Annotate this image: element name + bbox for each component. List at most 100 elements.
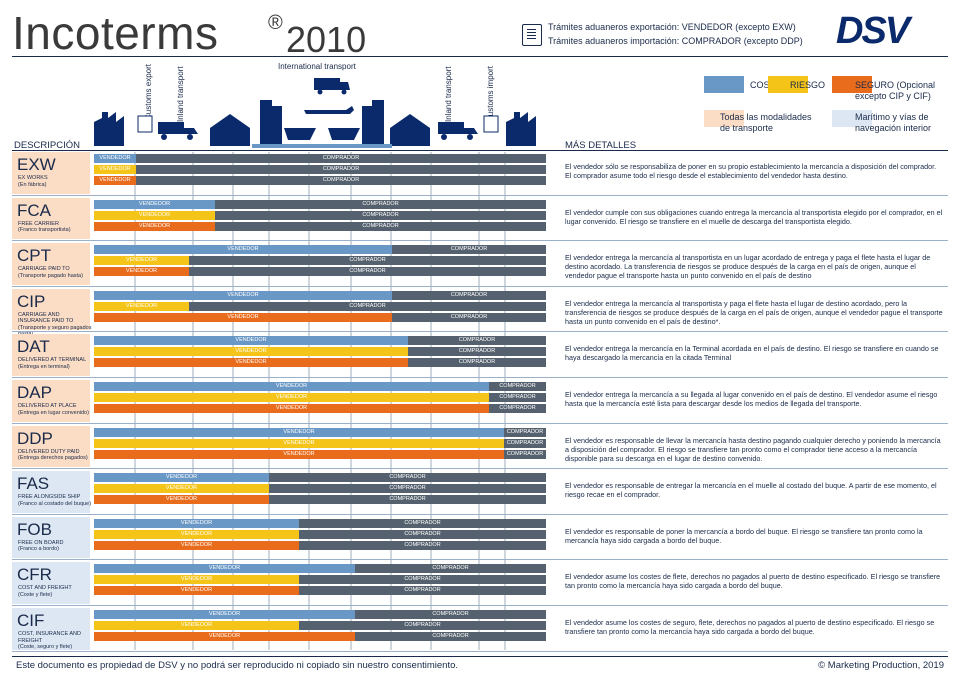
term-english-name: CARRIAGE PAID TO xyxy=(18,266,70,273)
row-separator xyxy=(12,513,948,515)
buyer-segment: COMPRADOR xyxy=(392,245,546,255)
buyer-segment: COMPRADOR xyxy=(504,438,546,448)
insurance-bar: VENDEDOR COMPRADOR xyxy=(94,267,546,277)
risk-bar: VENDEDOR COMPRADOR xyxy=(94,484,546,494)
term-code: DAT xyxy=(17,337,50,357)
buyer-segment: COMPRADOR xyxy=(299,540,546,550)
buyer-segment: COMPRADOR xyxy=(189,267,546,277)
seller-segment: VENDEDOR xyxy=(94,540,299,550)
dsv-logo: DSV xyxy=(836,10,915,50)
costs-bar: VENDEDOR COMPRADOR xyxy=(94,199,546,209)
term-code: CFR xyxy=(17,565,52,585)
costs-bar: VENDEDOR COMPRADOR xyxy=(94,382,546,391)
seller-segment: VENDEDOR xyxy=(94,575,299,585)
buyer-segment: COMPRADOR xyxy=(215,221,546,231)
seller-segment: VENDEDOR xyxy=(94,438,504,448)
term-code: FAS xyxy=(17,474,50,494)
buyer-segment: COMPRADOR xyxy=(299,621,546,630)
insurance-bar: VENDEDOR COMPRADOR xyxy=(94,404,546,413)
costs-bar: VENDEDOR COMPRADOR xyxy=(94,610,546,619)
insurance-bar: VENDEDOR COMPRADOR xyxy=(94,176,546,185)
column-header-rule xyxy=(12,150,948,151)
seller-segment: VENDEDOR xyxy=(94,449,504,459)
row-separator xyxy=(12,422,948,424)
seller-segment: VENDEDOR xyxy=(94,290,392,300)
factory-right-icon xyxy=(506,112,536,146)
legend-insurance-label: SEGURO (Opcional excepto CIP y CIF) xyxy=(855,80,936,101)
factory-left-icon xyxy=(94,112,124,146)
term-spanish-name: (Franco a bordo) xyxy=(18,546,59,553)
seller-segment: VENDEDOR xyxy=(94,165,136,174)
term-spanish-name: (Franco transportista) xyxy=(18,227,71,234)
risk-bar: VENDEDOR COMPRADOR xyxy=(94,575,546,585)
insurance-bar: VENDEDOR COMPRADOR xyxy=(94,449,546,459)
truck-right-icon xyxy=(438,122,478,134)
buyer-segment: COMPRADOR xyxy=(489,393,546,402)
term-spanish-name: (Coste y flete) xyxy=(18,591,53,598)
seller-segment: VENDEDOR xyxy=(94,473,269,483)
buyer-segment: COMPRADOR xyxy=(136,176,546,185)
term-code: DDP xyxy=(17,428,53,448)
warehouse-left-icon xyxy=(210,114,250,146)
term-mode-background xyxy=(12,243,90,285)
seller-segment: VENDEDOR xyxy=(94,518,299,528)
term-mode-background xyxy=(12,197,90,240)
term-details: El vendedor entrega la mercancía al tran… xyxy=(565,298,943,326)
customs-import-icon xyxy=(483,115,499,133)
term-code: EXW xyxy=(17,155,56,174)
seller-segment: VENDEDOR xyxy=(94,586,299,596)
buyer-segment: COMPRADOR xyxy=(215,199,546,209)
seller-segment: VENDEDOR xyxy=(94,358,408,368)
row-separator xyxy=(12,650,948,652)
term-english-name: CARRIAGE AND INSURANCE PAID TO xyxy=(18,311,74,325)
seller-segment: VENDEDOR xyxy=(94,154,136,163)
row-separator xyxy=(12,331,948,333)
seller-segment: VENDEDOR xyxy=(94,621,299,630)
legend-sea-label: Marítimo y vías de navegación interior xyxy=(855,112,932,133)
port-right-icon xyxy=(362,100,384,146)
description-column-header: DESCRIPCIÓN xyxy=(14,140,80,151)
risk-bar: VENDEDOR COMPRADOR xyxy=(94,256,546,266)
term-english-name: EX WORKS xyxy=(18,175,48,181)
legend-swatch-risk xyxy=(768,76,808,93)
customs-export-note: Trámites aduaneros exportación: VENDEDOR… xyxy=(548,22,796,32)
truck-top-icon xyxy=(314,78,350,90)
seller-segment: VENDEDOR xyxy=(94,529,299,539)
seller-segment: VENDEDOR xyxy=(94,221,215,231)
seller-segment: VENDEDOR xyxy=(94,347,408,357)
buyer-segment: COMPRADOR xyxy=(408,358,546,368)
term-code: FCA xyxy=(17,200,51,220)
term-english-name: DELIVERED AT TERMINAL xyxy=(18,357,87,364)
term-spanish-name: (Transporte y seguro pagados hasta) xyxy=(18,324,92,338)
row-separator xyxy=(12,377,948,378)
buyer-segment: COMPRADOR xyxy=(189,256,546,266)
term-details: El vendedor entrega la mercancía a su ll… xyxy=(565,390,938,408)
term-english-name: COST AND FREIGHT xyxy=(18,585,72,592)
insurance-bar: VENDEDOR COMPRADOR xyxy=(94,221,546,231)
seller-segment: VENDEDOR xyxy=(94,632,355,641)
buyer-segment: COMPRADOR xyxy=(355,564,546,574)
term-mode-background xyxy=(12,516,90,559)
term-english-name: DELIVERED AT PLACE xyxy=(18,403,77,409)
buyer-segment: COMPRADOR xyxy=(299,518,546,528)
term-details: El vendedor es responsable de poner la m… xyxy=(565,526,923,545)
seller-segment: VENDEDOR xyxy=(94,176,136,185)
term-details: El vendedor es responsable de entregar l… xyxy=(565,481,937,500)
term-code: CIF xyxy=(17,611,45,630)
port-left-icon xyxy=(260,100,282,146)
footer-credit: © Marketing Production, 2019 xyxy=(818,660,944,671)
seller-segment: VENDEDOR xyxy=(94,564,355,574)
customs-import-note: Trámites aduaneros importación: COMPRADO… xyxy=(548,36,803,46)
seller-segment: VENDEDOR xyxy=(94,495,269,505)
row-separator xyxy=(12,240,948,242)
customs-export-icon xyxy=(137,115,153,133)
seller-segment: VENDEDOR xyxy=(94,610,355,619)
insurance-bar: VENDEDOR COMPRADOR xyxy=(94,312,546,322)
buyer-segment: COMPRADOR xyxy=(504,449,546,459)
term-mode-background xyxy=(12,288,90,331)
legend-risk-label: RIESGO xyxy=(790,80,826,90)
legend-swatch-costs xyxy=(704,76,744,93)
buyer-segment: COMPRADOR xyxy=(269,484,546,494)
international-transport-label: International transport xyxy=(278,62,356,71)
term-details: El vendedor cumple con sus obligaciones … xyxy=(565,207,943,226)
